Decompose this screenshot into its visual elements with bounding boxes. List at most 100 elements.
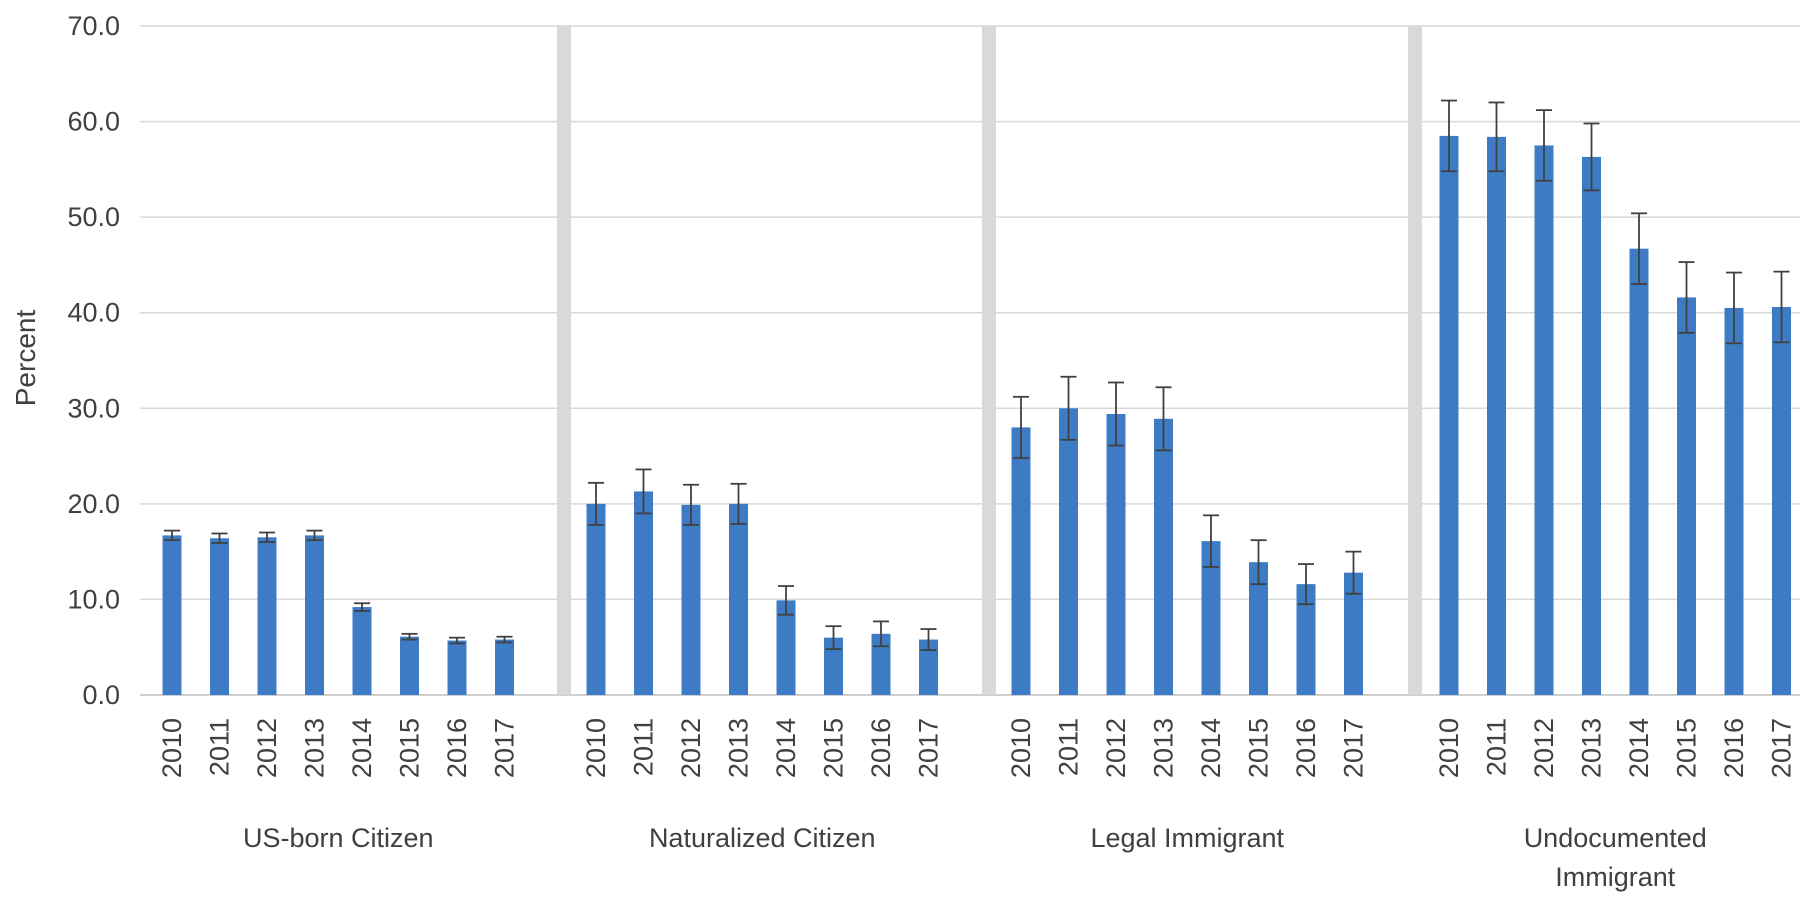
y-tick-label: 10.0 <box>67 584 120 614</box>
error-bar <box>873 620 889 648</box>
bar <box>1059 408 1078 695</box>
x-tick-label: 2013 <box>1149 718 1179 778</box>
bar <box>1772 306 1791 695</box>
bar <box>681 504 701 695</box>
x-tick-label: 2017 <box>914 718 944 778</box>
group-separator <box>982 26 996 695</box>
y-axis: 0.0 10.0 20.0 30.0 40.0 50.0 60.0 70.0 <box>67 11 120 710</box>
bar <box>1629 248 1649 695</box>
bar <box>1344 572 1363 695</box>
error-bar <box>1631 212 1647 285</box>
group-separators <box>557 26 1422 695</box>
x-tick-label: 2011 <box>205 718 235 776</box>
error-bar <box>1488 101 1505 173</box>
bar <box>305 535 324 695</box>
x-tick-label: 2013 <box>1577 718 1607 778</box>
x-axis-labels: 2010 2011 2012 2013 2014 2015 2016 2017 US-born … <box>157 718 1797 892</box>
error-bar <box>401 632 418 641</box>
y-tick-label: 0.0 <box>82 680 120 710</box>
error-bar <box>1250 539 1267 586</box>
error-bar <box>1060 375 1077 441</box>
y-tick-label: 50.0 <box>67 202 120 232</box>
bar <box>1582 156 1601 695</box>
x-tick-label: 2016 <box>1719 718 1749 778</box>
error-bar <box>1345 550 1362 595</box>
x-tick-label: 2010 <box>581 718 611 778</box>
error-bar <box>778 585 794 616</box>
group-label: Naturalized Citizen <box>649 823 876 853</box>
error-bar <box>164 529 180 542</box>
x-tick-label: 2017 <box>1339 718 1369 778</box>
x-tick-label: 2010 <box>1434 718 1464 778</box>
error-bar <box>920 628 937 651</box>
error-bar <box>306 529 323 542</box>
bar <box>824 637 843 695</box>
group-label: Immigrant <box>1555 862 1676 892</box>
bar <box>729 503 748 695</box>
error-bar <box>1013 395 1029 459</box>
bar <box>1439 135 1459 695</box>
bar <box>495 639 514 695</box>
group-label: US-born Citizen <box>243 823 434 853</box>
x-tick-label: 2012 <box>1101 718 1131 778</box>
y-tick-label: 70.0 <box>67 11 120 41</box>
group-separator <box>557 26 571 695</box>
x-tick-label: 2016 <box>442 718 472 778</box>
group-label: Legal Immigrant <box>1090 823 1284 853</box>
bar <box>1154 418 1173 695</box>
error-bar <box>730 482 747 525</box>
error-bar <box>1536 109 1552 182</box>
bars <box>162 99 1791 695</box>
x-tick-label: 2014 <box>1624 718 1654 778</box>
x-tick-label: 2013 <box>300 718 330 778</box>
bar <box>1677 297 1696 695</box>
bar <box>1487 136 1506 695</box>
error-bar <box>259 531 275 543</box>
x-tick-label: 2011 <box>1482 718 1512 776</box>
x-tick-label: 2017 <box>490 718 520 778</box>
x-tick-label: 2014 <box>347 718 377 778</box>
x-tick-label: 2017 <box>1767 718 1797 778</box>
y-axis-title: Percent <box>10 310 41 407</box>
error-bar <box>1298 563 1314 606</box>
error-bar <box>1108 381 1124 447</box>
error-bar <box>588 481 604 526</box>
bar <box>162 535 182 695</box>
bar <box>257 537 277 695</box>
bar <box>1249 562 1268 695</box>
bar <box>776 600 796 695</box>
error-bar <box>1678 261 1695 334</box>
y-tick-label: 20.0 <box>67 489 120 519</box>
error-bar <box>1441 99 1457 173</box>
x-tick-label: 2010 <box>1006 718 1036 778</box>
error-bar <box>683 483 699 526</box>
bar <box>1201 541 1221 695</box>
bar <box>352 607 372 695</box>
x-tick-label: 2012 <box>252 718 282 778</box>
y-tick-label: 30.0 <box>67 393 120 423</box>
error-bar <box>1773 270 1790 344</box>
error-bar <box>1203 514 1219 568</box>
bar <box>1724 307 1744 695</box>
group-label: Undocumented <box>1524 823 1707 853</box>
x-tick-label: 2011 <box>1054 718 1084 776</box>
bar <box>634 491 653 695</box>
bar <box>1296 584 1316 695</box>
x-tick-label: 2014 <box>771 718 801 778</box>
bar <box>1106 414 1126 695</box>
error-bar <box>635 468 652 515</box>
bar <box>919 639 938 695</box>
bar <box>1011 427 1031 695</box>
x-tick-label: 2010 <box>157 718 187 778</box>
x-tick-label: 2015 <box>1244 718 1274 778</box>
error-bar <box>496 635 513 644</box>
bar <box>447 640 467 695</box>
x-tick-label: 2011 <box>629 718 659 776</box>
error-bar <box>1583 122 1600 192</box>
error-bar <box>1155 386 1172 452</box>
group-separator <box>1408 26 1422 695</box>
x-tick-label: 2016 <box>1291 718 1321 778</box>
gridlines <box>140 25 1800 696</box>
bar <box>871 633 891 695</box>
error-bar <box>211 532 228 544</box>
